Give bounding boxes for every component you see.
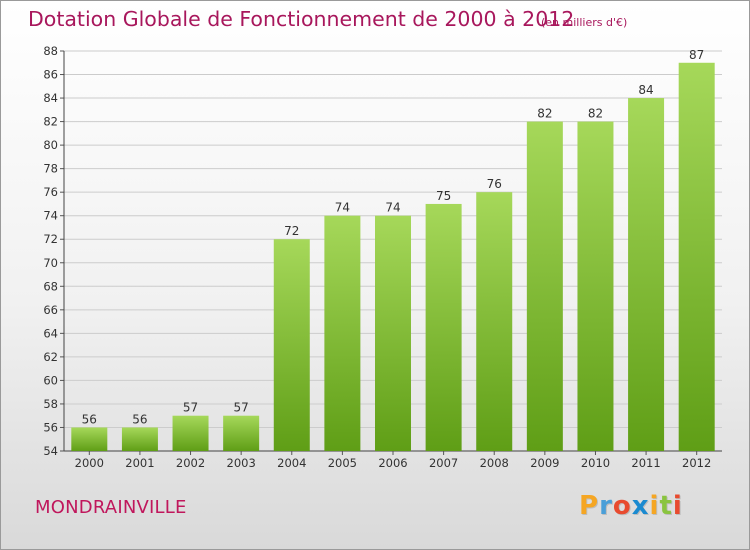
- x-tick-label: 2004: [277, 456, 306, 470]
- bar-value-label: 57: [183, 401, 198, 415]
- bar-value-label: 74: [385, 201, 400, 215]
- x-tick-label: 2000: [75, 456, 104, 470]
- bar-value-label: 87: [689, 48, 704, 62]
- y-tick-label: 78: [43, 162, 58, 176]
- logo-letter: r: [599, 491, 613, 521]
- bar: [526, 121, 563, 452]
- y-tick-label: 54: [43, 444, 58, 458]
- x-tick-label: 2009: [530, 456, 559, 470]
- bar-value-label: 82: [588, 107, 603, 121]
- y-tick-label: 56: [43, 420, 58, 434]
- x-tick-label: 2010: [581, 456, 610, 470]
- bar: [223, 415, 260, 451]
- y-tick-label: 82: [43, 115, 58, 129]
- x-tick-label: 2006: [378, 456, 407, 470]
- y-tick-label: 84: [43, 91, 58, 105]
- chart-subtitle: (en milliers d'€): [541, 16, 628, 29]
- logo-letter: x: [631, 491, 650, 521]
- bar: [577, 121, 614, 452]
- bar-value-label: 76: [487, 177, 502, 191]
- bar: [375, 215, 411, 451]
- y-tick-label: 72: [43, 232, 58, 246]
- bar: [628, 98, 665, 451]
- bar-value-label: 56: [132, 412, 147, 426]
- bar: [71, 427, 108, 451]
- bar-value-label: 56: [82, 412, 97, 426]
- chart-title: Dotation Globale de Fonctionnement de 20…: [28, 7, 575, 31]
- bar: [324, 215, 361, 451]
- y-tick-label: 60: [43, 373, 58, 387]
- bar: [172, 415, 209, 451]
- bar: [273, 239, 310, 451]
- bar: [121, 427, 158, 451]
- y-tick-label: 68: [43, 279, 58, 293]
- x-tick-label: 2011: [631, 456, 660, 470]
- commune-name: MONDRAINVILLE: [35, 497, 187, 518]
- x-tick-label: 2008: [480, 456, 509, 470]
- y-tick-label: 64: [43, 326, 58, 340]
- proxiti-logo: Proxiti: [579, 491, 683, 521]
- logo-letter: i: [649, 491, 660, 521]
- data-labels: 56 56 57 57 72 74 74 75 76 82 82 84 87: [82, 48, 705, 427]
- y-tick-label: 66: [43, 303, 58, 317]
- bar-value-label: 75: [436, 189, 451, 203]
- bar-value-label: 72: [284, 224, 299, 238]
- y-tick-label: 86: [43, 68, 58, 82]
- x-tick-label: 2012: [682, 456, 711, 470]
- y-tick-label: 80: [43, 138, 58, 152]
- bar: [678, 62, 715, 451]
- y-tick-label: 88: [43, 44, 58, 58]
- x-tick-label: 2005: [328, 456, 357, 470]
- x-tick-label: 2001: [125, 456, 154, 470]
- logo-letter: t: [659, 491, 673, 521]
- logo-letter: P: [579, 491, 600, 521]
- bar-value-label: 84: [638, 83, 653, 97]
- x-tick-label: 2007: [429, 456, 458, 470]
- logo-letter: i: [672, 491, 683, 521]
- bars: [71, 62, 715, 452]
- x-tick-label: 2003: [227, 456, 256, 470]
- bar-value-label: 57: [234, 401, 249, 415]
- y-tick-label: 76: [43, 185, 58, 199]
- y-tick-label: 58: [43, 397, 58, 411]
- bar: [476, 192, 513, 452]
- x-tick-label: 2002: [176, 456, 205, 470]
- logo-letter: o: [612, 491, 632, 521]
- bar-value-label: 74: [335, 201, 350, 215]
- bar-value-label: 82: [537, 107, 552, 121]
- y-tick-label: 70: [43, 256, 58, 270]
- bar: [425, 203, 462, 451]
- y-tick-label: 62: [43, 350, 58, 364]
- y-tick-label: 74: [43, 209, 58, 223]
